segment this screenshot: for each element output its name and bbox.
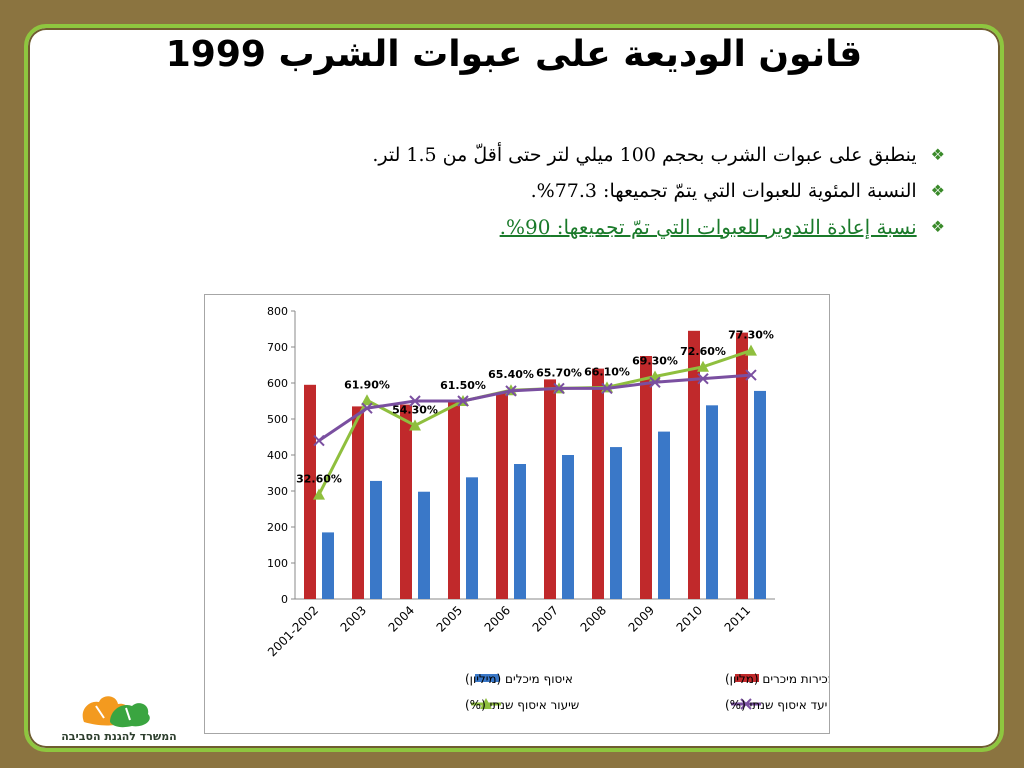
bullet-item: ❖ ينطبق على عبوات الشرب بحجم 100 ميلي لت… bbox=[185, 140, 945, 170]
bar-sales bbox=[448, 401, 460, 599]
data-label: 32.60% bbox=[296, 473, 342, 486]
bar-sales bbox=[304, 384, 316, 599]
point-collection-rate bbox=[745, 344, 757, 356]
x-tick-label: 2008 bbox=[578, 603, 609, 634]
x-tick-label: 2005 bbox=[434, 603, 465, 634]
bullet-item[interactable]: ❖ نسبة إعادة التدوير للعبوات التي تمّ تج… bbox=[185, 212, 945, 242]
data-label: 61.50% bbox=[440, 379, 486, 392]
point-collection-rate bbox=[697, 360, 709, 372]
y-tick-label: 700 bbox=[267, 341, 288, 354]
legend-label: יעד איסוף שנתי (%) bbox=[725, 698, 827, 712]
point-collection-rate bbox=[409, 419, 421, 431]
legend-swatch bbox=[735, 674, 759, 682]
y-tick-label: 100 bbox=[267, 557, 288, 570]
slide: قانون الوديعة على عبوات الشرب 1999 ❖ ينط… bbox=[24, 24, 1004, 752]
y-tick-label: 600 bbox=[267, 377, 288, 390]
logo-text: המשרד להגנת הסביבה bbox=[61, 730, 177, 743]
legend-swatch bbox=[475, 674, 499, 682]
bullet-item: ❖ النسبة المئوية للعبوات التي يتمّ تجميع… bbox=[185, 176, 945, 206]
x-tick-label: 2003 bbox=[338, 603, 369, 634]
bar-collected bbox=[562, 455, 574, 599]
legend-label: שיעור איסוף שנתי (%) bbox=[465, 698, 579, 712]
line-collection-rate bbox=[317, 349, 752, 496]
ministry-logo: המשרד להגנת הסביבה bbox=[44, 692, 194, 748]
diamond-bullet-icon: ❖ bbox=[930, 217, 945, 236]
bar-sales bbox=[352, 406, 364, 599]
bar-collected bbox=[418, 491, 430, 599]
chart-container: 0 100 200 300 400 500 600 700 800 32.60% 61.90% 54.… bbox=[204, 294, 836, 734]
point-collection-target bbox=[505, 385, 517, 397]
legend-marker bbox=[740, 698, 752, 710]
point-collection-rate bbox=[361, 394, 373, 406]
data-label: 65.70% bbox=[536, 366, 582, 379]
point-collection-target bbox=[697, 372, 709, 385]
bar-sales bbox=[496, 392, 508, 599]
y-tick-label: 300 bbox=[267, 485, 288, 498]
slide-title: قانون الوديعة على عبوات الشرب 1999 bbox=[165, 34, 863, 75]
bar-sales bbox=[640, 356, 652, 599]
y-tick-label: 200 bbox=[267, 521, 288, 534]
data-label: 66.10% bbox=[584, 365, 630, 378]
legend-marker bbox=[480, 698, 492, 709]
point-collection-target bbox=[313, 434, 325, 447]
bar-collected bbox=[754, 390, 766, 599]
data-label: 65.40% bbox=[488, 368, 534, 381]
bar-sales bbox=[736, 332, 748, 599]
x-tick-label: 2006 bbox=[482, 603, 513, 634]
bar-sales bbox=[592, 368, 604, 599]
y-tick-label: 400 bbox=[267, 449, 288, 462]
bar-collected bbox=[514, 464, 526, 599]
y-tick-label: 800 bbox=[267, 305, 288, 318]
combo-chart: 0 100 200 300 400 500 600 700 800 32.60% 61.90%54.… bbox=[265, 305, 836, 712]
point-collection-target bbox=[649, 376, 661, 388]
bar-collected bbox=[706, 405, 718, 599]
data-label: 72.60% bbox=[680, 345, 726, 358]
bar-collected bbox=[658, 431, 670, 599]
bar-collected bbox=[370, 480, 382, 599]
leaf-logo-icon bbox=[82, 696, 150, 728]
line-collection-target bbox=[318, 373, 752, 442]
data-label: 61.90% bbox=[344, 378, 390, 391]
point-collection-target bbox=[409, 395, 421, 407]
y-tick-label: 500 bbox=[267, 413, 288, 426]
y-tick-label: 0 bbox=[281, 593, 288, 606]
bar-collected bbox=[610, 447, 622, 599]
point-collection-rate bbox=[313, 488, 325, 500]
point-collection-target bbox=[361, 402, 373, 414]
bullet-link[interactable]: نسبة إعادة التدوير للعبوات التي تمّ تجمي… bbox=[499, 215, 917, 239]
bar-sales bbox=[400, 404, 412, 599]
x-tick-label: 2009 bbox=[626, 603, 657, 634]
x-tick-label: 2010 bbox=[674, 603, 705, 634]
x-tick-label: 2011 bbox=[722, 603, 753, 634]
bar-collected bbox=[322, 532, 334, 599]
data-label: 54.30% bbox=[392, 403, 438, 416]
x-tick-label: 2004 bbox=[386, 603, 417, 634]
point-collection-target bbox=[457, 395, 469, 407]
x-tick-label: 2007 bbox=[530, 603, 561, 634]
bar-collected bbox=[466, 477, 478, 599]
data-label: 69.30% bbox=[632, 355, 678, 368]
bar-sales bbox=[544, 379, 556, 599]
bullet-text: النسبة المئوية للعبوات التي يتمّ تجميعها… bbox=[530, 180, 917, 202]
bar-sales bbox=[688, 330, 700, 599]
point-collection-target bbox=[601, 382, 613, 395]
data-label: 77.30% bbox=[728, 329, 774, 342]
legend-label: מכירות מיכרים (מליון) bbox=[725, 672, 829, 686]
diamond-bullet-icon: ❖ bbox=[930, 181, 945, 200]
bullet-text: ينطبق على عبوات الشرب بحجم 100 ميلي لتر … bbox=[372, 144, 917, 166]
point-collection-target bbox=[745, 369, 757, 381]
point-collection-target bbox=[553, 382, 565, 395]
bullet-list: ❖ ينطبق على عبوات الشرب بحجم 100 ميلي لت… bbox=[185, 140, 945, 248]
legend-label: איסוף מיכלים (מיליון) bbox=[465, 672, 573, 686]
x-tick-label: 2001-2002 bbox=[265, 603, 321, 659]
diamond-bullet-icon: ❖ bbox=[930, 145, 945, 164]
